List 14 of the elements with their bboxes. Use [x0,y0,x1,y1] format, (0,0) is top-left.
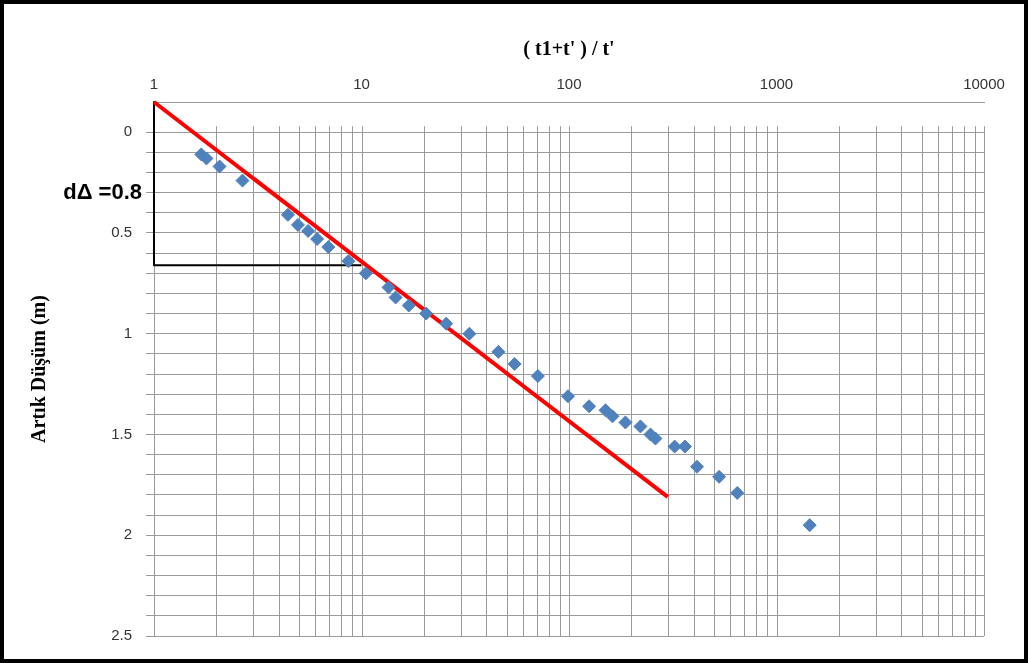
x-tick-label: 100 [556,75,582,93]
y-axis-title: Artık Düşüm (m) [27,295,51,443]
x-axis-title: ( t1+t' ) / t' [523,37,615,61]
y-tick-label: 2 [123,525,132,543]
x-tick-label: 10000 [963,75,1005,93]
y-tick-label: 2.5 [111,626,132,644]
y-tick-label: 1.5 [111,424,132,442]
x-tick-label: 1 [149,75,159,93]
x-tick-label: 10 [353,75,370,93]
x-tick-label: 1000 [759,75,794,93]
y-tick-label: 0.5 [111,223,132,241]
text: dΔ =0.8 [63,178,142,204]
y-tick-label: 0 [123,122,132,140]
y-tick-label: 1 [123,323,132,341]
